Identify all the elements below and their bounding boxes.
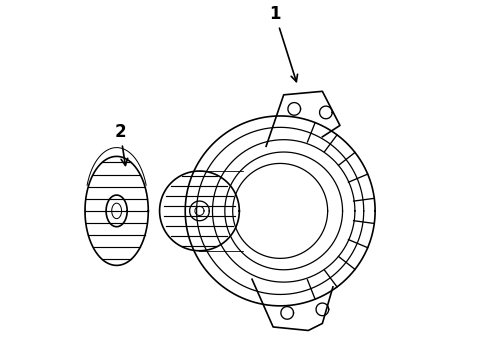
Text: 1: 1 [269,5,297,82]
Text: 2: 2 [114,122,128,166]
